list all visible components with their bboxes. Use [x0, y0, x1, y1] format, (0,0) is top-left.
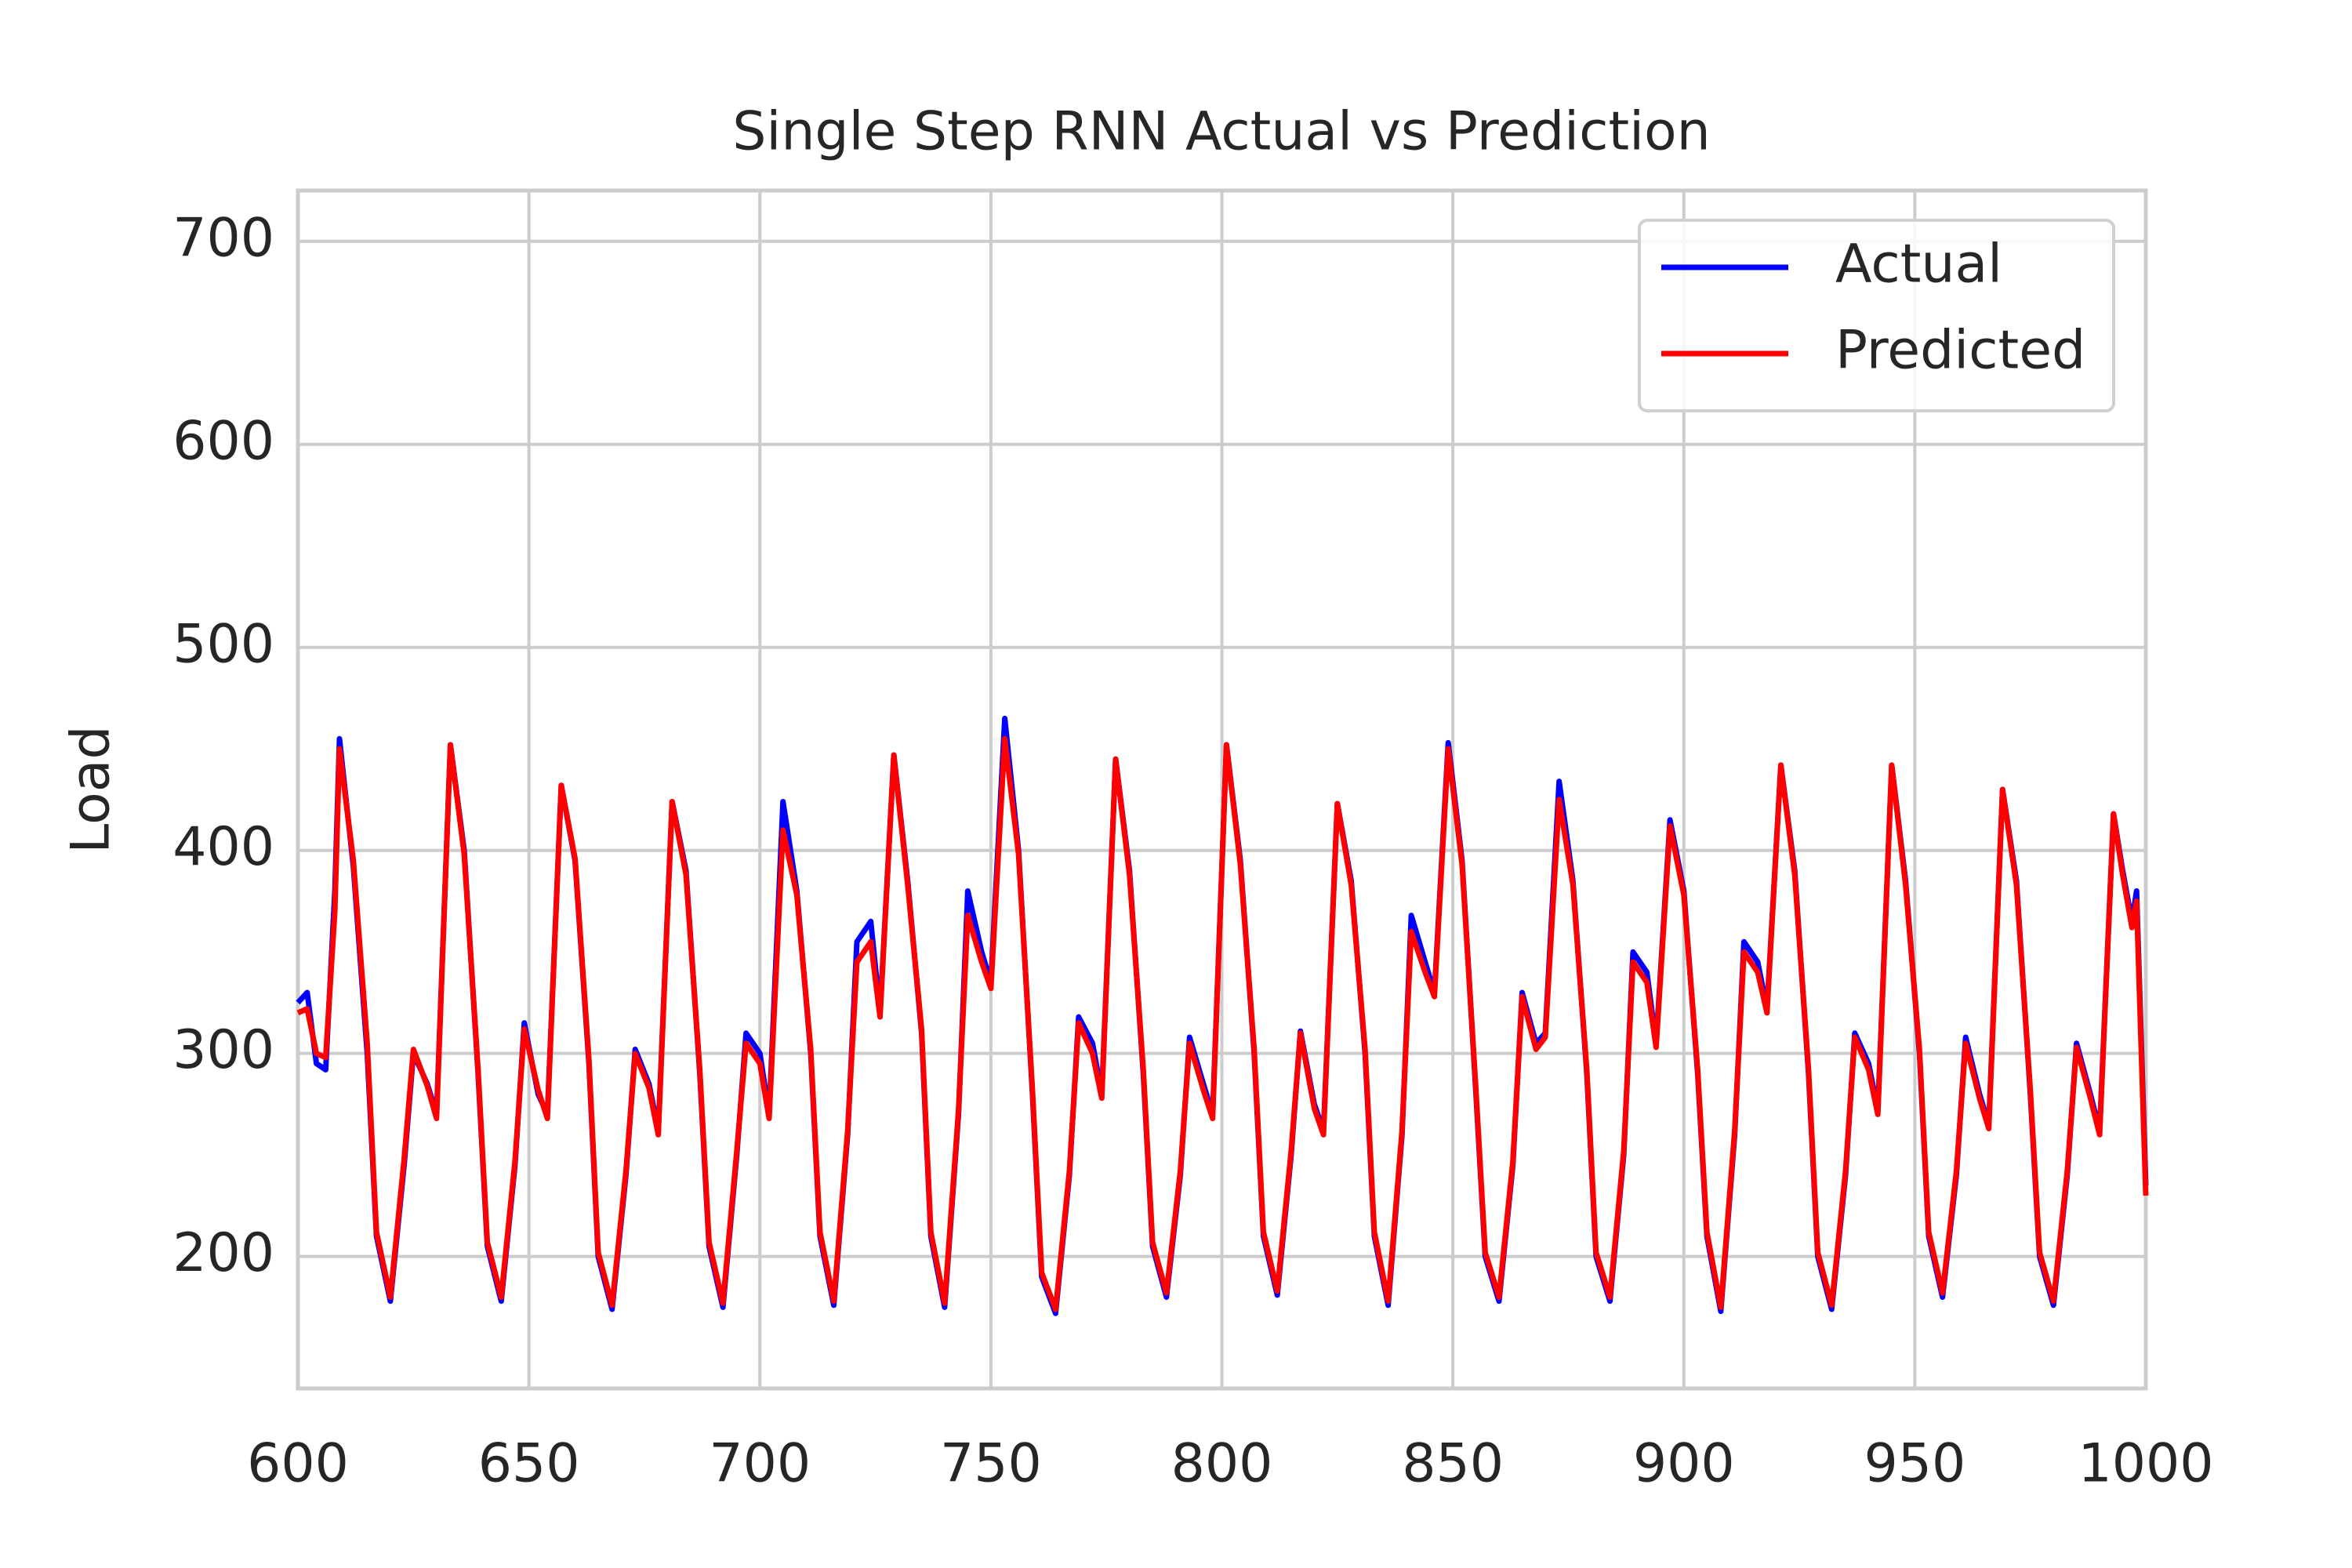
x-tick-label: 850: [1402, 1433, 1504, 1495]
x-tick-label: 750: [940, 1433, 1042, 1495]
x-tick-label: 950: [1864, 1433, 1965, 1495]
x-tick-label: 1000: [2078, 1433, 2213, 1495]
x-tick-label: 700: [709, 1433, 811, 1495]
y-tick-label: 200: [172, 1222, 274, 1284]
chart-title: Single Step RNN Actual vs Prediction: [732, 101, 1710, 163]
y-axis-label: Load: [60, 725, 122, 853]
y-tick-label: 300: [172, 1019, 274, 1081]
data-line: [296, 735, 2149, 1312]
x-tick-label: 900: [1633, 1433, 1735, 1495]
plot-frame: [296, 188, 2148, 1391]
y-tick-label: 700: [172, 207, 274, 269]
x-tick-label: 650: [478, 1433, 580, 1495]
legend-label: Predicted: [1835, 320, 2085, 382]
y-tick-label: 600: [172, 410, 274, 472]
x-tick-label: 600: [247, 1433, 349, 1495]
y-tick-label: 400: [172, 816, 274, 878]
legend: Actual Predicted: [1638, 219, 2115, 412]
legend-label: Actual: [1835, 234, 2002, 296]
y-tick-label: 500: [172, 613, 274, 675]
x-tick-label: 800: [1171, 1433, 1273, 1495]
